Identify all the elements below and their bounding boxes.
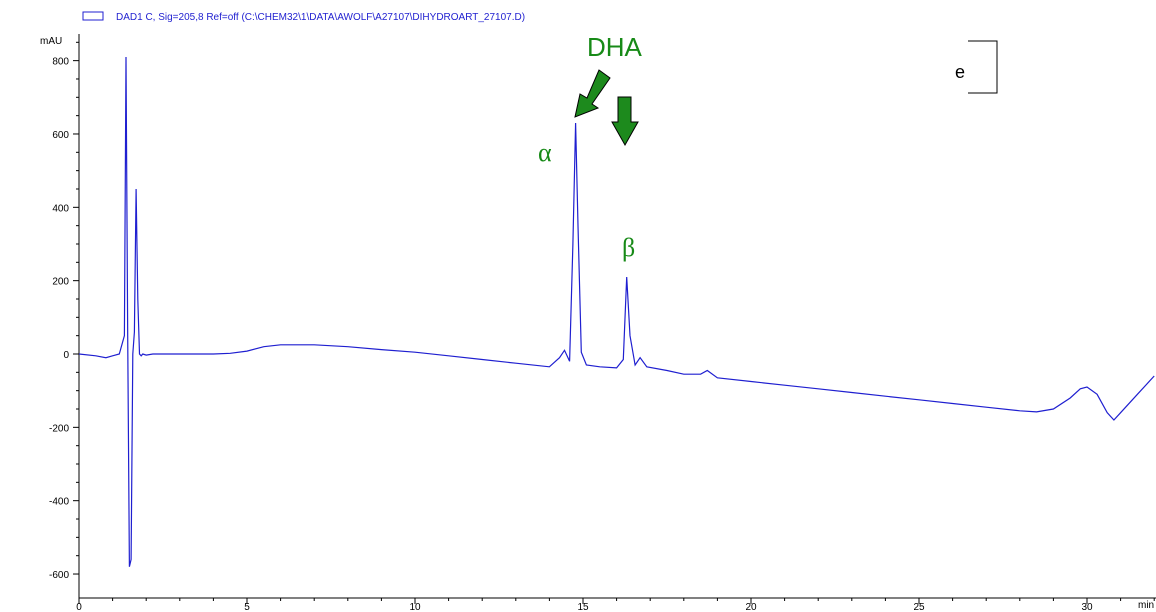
signal-trace: [78, 56, 1155, 567]
y-axis-unit: mAU: [40, 36, 62, 47]
legend: DAD1 C, Sig=205,8 Ref=off (C:\CHEM32\1\D…: [82, 11, 525, 23]
y-tick-label: 400: [52, 203, 69, 214]
annotation-dha: DHA: [587, 32, 643, 62]
axis-ticks: 800 600 400 200 0 -200 -400 -600 0 5 10 15 20 25 30: [49, 41, 1155, 612]
x-tick-label: 15: [577, 602, 589, 612]
y-tick-label: -600: [49, 570, 69, 581]
overlay-patch: [770, 28, 970, 108]
x-tick-label: 0: [76, 602, 82, 612]
axes: [78, 34, 1156, 599]
overlay-box: [968, 40, 998, 94]
x-tick-label: 20: [745, 602, 757, 612]
annotation-alpha: α: [538, 138, 552, 167]
x-tick-label: 10: [409, 602, 421, 612]
annotation-beta: β: [622, 233, 635, 262]
arrow-dha-beta: [611, 96, 639, 147]
y-tick-label: 0: [63, 350, 69, 361]
y-tick-label: 200: [52, 277, 69, 288]
x-tick-label: 5: [244, 602, 250, 612]
y-tick-label: 600: [52, 130, 69, 141]
legend-swatch: [82, 11, 104, 21]
y-tick-label: -400: [49, 497, 69, 508]
overlay-box-text: e: [955, 62, 965, 82]
y-tick-label: -200: [49, 423, 69, 434]
y-tick-label: 800: [52, 57, 69, 68]
legend-text: DAD1 C, Sig=205,8 Ref=off (C:\CHEM32\1\D…: [116, 12, 525, 23]
x-tick-label: 25: [913, 602, 925, 612]
x-tick-label: 30: [1081, 602, 1093, 612]
arrow-dha-alpha: [574, 69, 611, 118]
x-axis-unit: min: [1138, 600, 1154, 611]
